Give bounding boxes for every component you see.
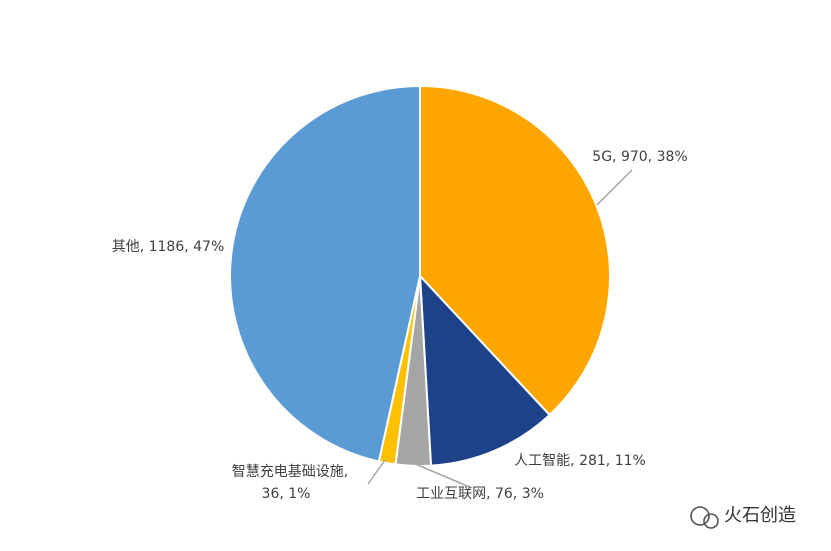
data-label: 智慧充电基础设施, — [232, 463, 348, 480]
pie-slice — [418, 273, 552, 467]
pie-slice — [419, 84, 611, 417]
pie-slice — [229, 84, 421, 463]
leader-line — [367, 459, 386, 485]
data-label: 36, 1% — [262, 486, 311, 502]
data-label: 人工智能, 281, 11% — [514, 453, 646, 469]
leader-line — [596, 169, 633, 206]
data-label: 5G, 970, 38% — [592, 149, 687, 165]
data-label: 其他, 1186, 47% — [112, 239, 225, 255]
watermark: 火石创造 — [724, 505, 796, 526]
data-label: 工业互联网, 76, 3% — [416, 486, 544, 502]
watermark-icon — [690, 506, 719, 529]
leader-line — [412, 462, 473, 489]
